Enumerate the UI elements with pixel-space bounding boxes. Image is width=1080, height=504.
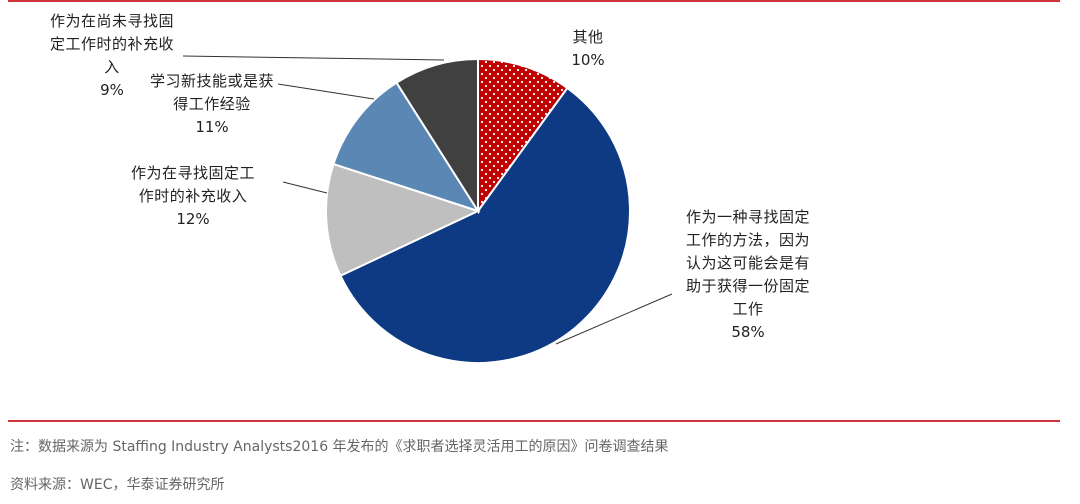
top-red-rule (8, 0, 1060, 2)
leader-line-5 (182, 55, 445, 61)
bottom-red-rule (8, 420, 1060, 422)
leader-lines (182, 55, 673, 345)
slice-value-label-4: 11% (195, 118, 228, 136)
pie-slices (325, 57, 631, 364)
pie-slice-1 (477, 57, 569, 215)
slice-value-label-5: 9% (100, 81, 124, 99)
leader-line-2 (555, 293, 673, 345)
slice-label-5-line-3: 入 (104, 58, 120, 76)
pie-slice-4 (332, 81, 481, 213)
slice-label-5-line-1: 作为在尚未寻找固 (50, 12, 174, 30)
slice-label-2-line-5: 工作 (732, 300, 763, 318)
leader-line-3 (282, 181, 328, 194)
pie-slice-2 (339, 86, 631, 364)
slice-label-1-line-1: 其他 (572, 28, 603, 46)
slice-label-2-line-2: 工作的方法，因为 (686, 231, 810, 249)
data-note: 注：数据来源为 Staffing Industry Analysts2016 年… (10, 439, 669, 455)
slice-value-label-3: 12% (176, 210, 209, 228)
slice-label-2-line-1: 作为一种寻找固定 (686, 208, 810, 226)
slice-label-2-line-4: 助于获得一份固定 (686, 277, 810, 295)
slice-value-label-2: 58% (731, 323, 764, 341)
source-note: 资料来源：WEC，华泰证券研究所 (10, 477, 225, 493)
slice-label-3-line-2: 作时的补充收入 (139, 187, 248, 205)
pie-slice-5 (395, 57, 479, 215)
slice-label-3-line-1: 作为在寻找固定工 (131, 164, 255, 182)
slice-label-4-line-1: 学习新技能或是获 (150, 72, 274, 90)
pie-slice-3 (325, 162, 481, 278)
slice-label-4-line-2: 得工作经验 (173, 95, 251, 113)
slice-value-label-1: 10% (571, 51, 604, 69)
leader-line-4 (277, 83, 375, 100)
slice-label-5-line-2: 定工作时的补充收 (50, 35, 174, 53)
slice-label-2-line-3: 认为这可能会是有 (686, 254, 810, 272)
